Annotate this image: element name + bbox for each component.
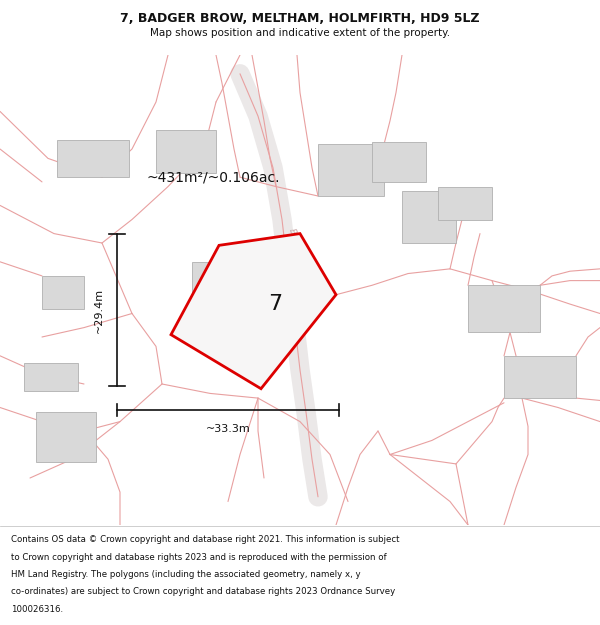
Text: Badger Brow: Badger Brow — [287, 228, 313, 282]
Polygon shape — [42, 276, 84, 309]
Polygon shape — [156, 130, 216, 173]
Text: 7: 7 — [268, 294, 283, 314]
Text: ~33.3m: ~33.3m — [206, 424, 250, 434]
Polygon shape — [192, 262, 261, 323]
Text: Map shows position and indicative extent of the property.: Map shows position and indicative extent… — [150, 29, 450, 39]
Text: ~431m²/~0.106ac.: ~431m²/~0.106ac. — [147, 170, 281, 184]
Text: co-ordinates) are subject to Crown copyright and database rights 2023 Ordnance S: co-ordinates) are subject to Crown copyr… — [11, 588, 395, 596]
Polygon shape — [504, 356, 576, 398]
Polygon shape — [57, 139, 129, 177]
Polygon shape — [171, 234, 336, 389]
Polygon shape — [438, 187, 492, 219]
Polygon shape — [372, 142, 426, 182]
Text: to Crown copyright and database rights 2023 and is reproduced with the permissio: to Crown copyright and database rights 2… — [11, 552, 386, 561]
Polygon shape — [402, 191, 456, 243]
Text: ~29.4m: ~29.4m — [94, 288, 104, 332]
Polygon shape — [318, 144, 384, 196]
Polygon shape — [468, 285, 540, 332]
Text: Contains OS data © Crown copyright and database right 2021. This information is : Contains OS data © Crown copyright and d… — [11, 535, 400, 544]
Text: HM Land Registry. The polygons (including the associated geometry, namely x, y: HM Land Registry. The polygons (includin… — [11, 570, 361, 579]
Text: 100026316.: 100026316. — [11, 605, 63, 614]
Text: 7, BADGER BROW, MELTHAM, HOLMFIRTH, HD9 5LZ: 7, BADGER BROW, MELTHAM, HOLMFIRTH, HD9 … — [120, 12, 480, 25]
Polygon shape — [24, 363, 78, 391]
Polygon shape — [36, 412, 96, 461]
